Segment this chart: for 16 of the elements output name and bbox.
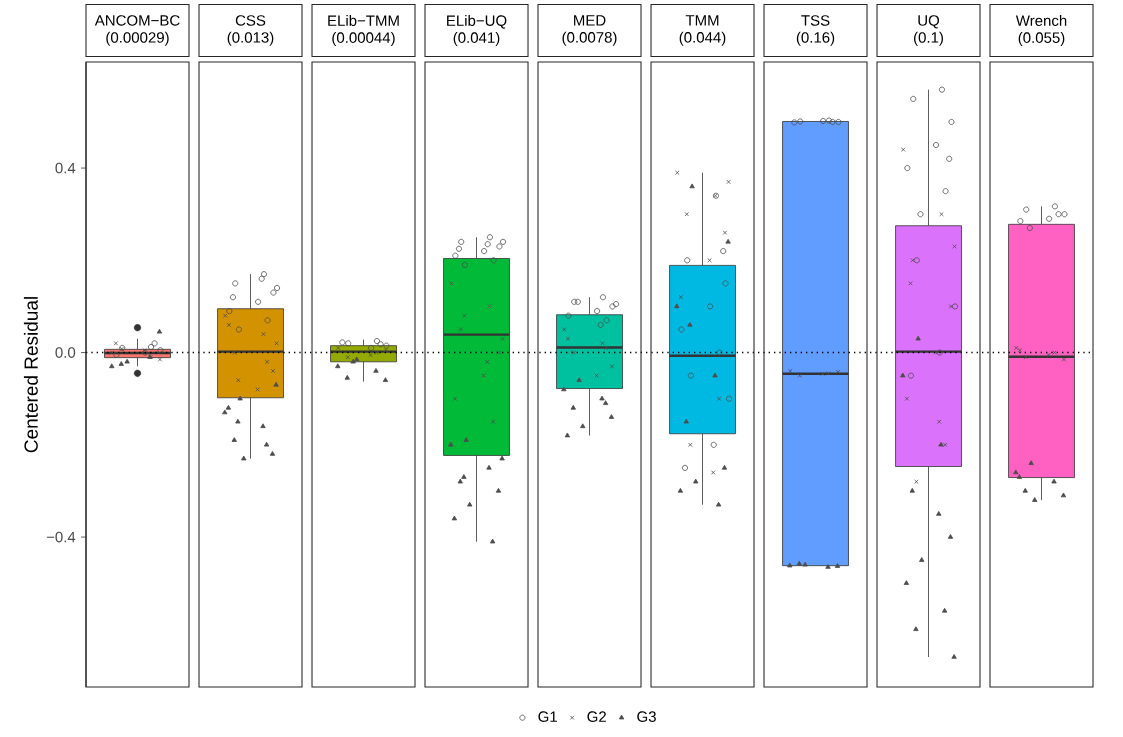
x-tick-label: UQ (0.1) xyxy=(914,15,943,46)
y-axis-title: Centered Residual xyxy=(23,297,38,453)
x-tick-label: CSS (0.013) xyxy=(227,15,274,46)
x-tick-label: ANCOM−BC (0.00029) xyxy=(94,15,180,46)
x-tick-label: TSS (0.16) xyxy=(796,15,835,46)
legend-label: G1 xyxy=(538,711,557,722)
y-tick-label: 0.4 xyxy=(55,162,76,174)
y-tick-label: 0.0 xyxy=(55,347,76,358)
x-tick-label: MED (0.0078) xyxy=(562,15,617,46)
x-tick-label: Wrench (0.055) xyxy=(1015,14,1067,46)
legend-label: G3 xyxy=(637,711,656,722)
x-tick-label: TMM (0.044) xyxy=(679,15,726,46)
x-tick-label: ELib−UQ (0.041) xyxy=(447,14,507,46)
legend-label: G2 xyxy=(587,711,606,722)
x-tick-label: ELib−TMM (0.00044) xyxy=(328,14,399,46)
y-tick-label: −0.4 xyxy=(46,531,76,543)
